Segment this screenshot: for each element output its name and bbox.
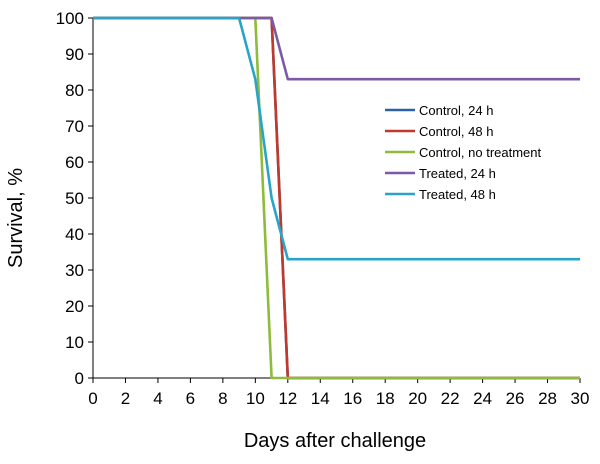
y-tick-label: 90: [65, 45, 84, 64]
y-tick-label: 60: [65, 153, 84, 172]
x-tick-label: 14: [311, 389, 330, 408]
x-tick-label: 24: [473, 389, 492, 408]
x-tick-label: 20: [408, 389, 427, 408]
legend-label: Treated, 24 h: [419, 166, 496, 181]
series-lines: [93, 16, 580, 380]
series-line-4: [93, 16, 580, 81]
legend-label: Control, no treatment: [419, 145, 542, 160]
x-tick-label: 26: [506, 389, 525, 408]
y-tick-label: 20: [65, 297, 84, 316]
y-tick-label: 10: [65, 333, 84, 352]
series-line-2: [93, 16, 580, 380]
series-line-3: [93, 16, 580, 380]
x-tick-label: 22: [441, 389, 460, 408]
x-axis-ticks: 0 2 4 6 8 10 12 14 16 18 20 22 24 26 28 30: [88, 378, 589, 408]
x-tick-label: 18: [376, 389, 395, 408]
series-line-1: [93, 16, 580, 380]
y-axis-title: Survival, %: [5, 168, 27, 268]
x-tick-label: 10: [246, 389, 265, 408]
y-tick-label: 0: [75, 369, 84, 388]
y-tick-label: 100: [56, 9, 84, 28]
x-tick-label: 28: [538, 389, 557, 408]
x-tick-label: 0: [88, 389, 97, 408]
series-line-5: [93, 16, 580, 261]
x-tick-label: 2: [121, 389, 130, 408]
x-axis-title: Days after challenge: [244, 430, 426, 452]
y-axis-ticks: 0 10 20 30 40 50 60 70 80 90 100: [56, 9, 93, 388]
x-tick-label: 6: [186, 389, 195, 408]
y-tick-label: 70: [65, 117, 84, 136]
y-tick-label: 30: [65, 261, 84, 280]
legend-label: Control, 48 h: [419, 124, 493, 139]
x-tick-label: 8: [218, 389, 227, 408]
legend: Control, 24 h Control, 48 h Control, no tr…: [385, 103, 542, 202]
y-tick-label: 80: [65, 81, 84, 100]
x-tick-label: 4: [153, 389, 162, 408]
x-tick-label: 12: [278, 389, 297, 408]
y-tick-label: 50: [65, 189, 84, 208]
x-tick-label: 30: [571, 389, 590, 408]
legend-label: Control, 24 h: [419, 103, 493, 118]
legend-label: Treated, 48 h: [419, 187, 496, 202]
x-tick-label: 16: [343, 389, 362, 408]
y-tick-label: 40: [65, 225, 84, 244]
